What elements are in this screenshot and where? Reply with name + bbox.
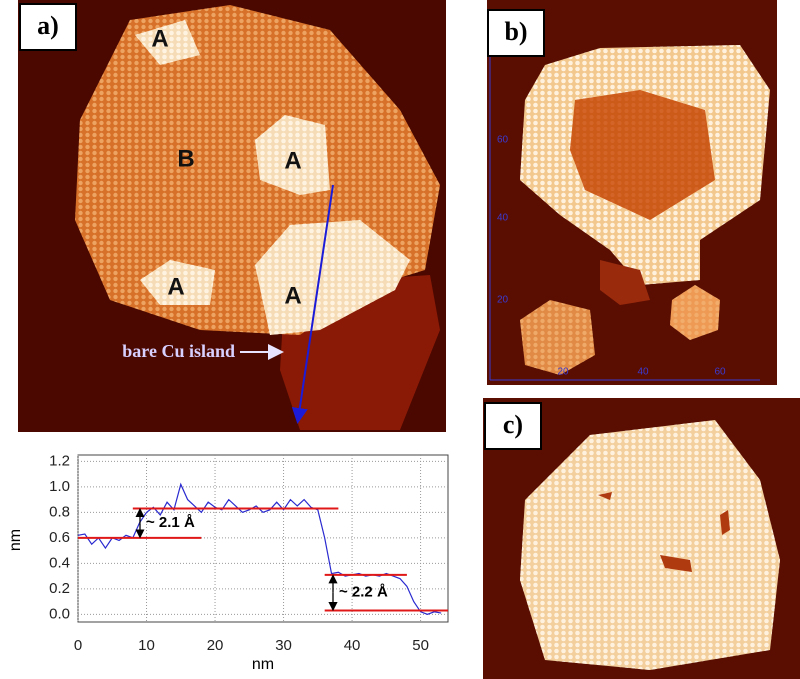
b-x-tick: 20 bbox=[557, 367, 569, 378]
x-tick-label: 40 bbox=[344, 637, 361, 654]
b-x-tick: 40 bbox=[637, 367, 649, 378]
annotation: bare Cu island bbox=[122, 341, 235, 361]
b-y-tick: 40 bbox=[497, 213, 509, 224]
region-label: A bbox=[151, 25, 168, 52]
y-tick-label: 1.2 bbox=[49, 452, 70, 469]
y-tick-label: 0.0 bbox=[49, 605, 70, 622]
figure: A B A A A bare Cu island a) 60 40 20 20 … bbox=[0, 0, 800, 679]
region-label: A bbox=[167, 273, 184, 300]
panel-a-image bbox=[18, 0, 446, 432]
region-label: A bbox=[284, 147, 301, 174]
y-tick-label: 0.4 bbox=[49, 554, 70, 571]
x-tick-label: 0 bbox=[74, 637, 82, 654]
b-y-tick: 20 bbox=[497, 295, 509, 306]
y-tick-label: 0.6 bbox=[49, 529, 70, 546]
y-tick-label: 1.0 bbox=[49, 478, 70, 495]
region-label: B bbox=[177, 145, 194, 172]
panel-label: c) bbox=[503, 410, 523, 439]
x-tick-label: 20 bbox=[207, 637, 224, 654]
panel-label: a) bbox=[37, 11, 59, 40]
b-y-tick: 60 bbox=[497, 135, 509, 146]
x-tick-label: 30 bbox=[275, 637, 292, 654]
x-tick-label: 10 bbox=[138, 637, 155, 654]
y-tick-label: 0.2 bbox=[49, 580, 70, 597]
b-x-tick: 60 bbox=[714, 367, 726, 378]
panel-label: b) bbox=[504, 17, 527, 46]
y-tick-label: 0.8 bbox=[49, 503, 70, 520]
panel-b-image bbox=[487, 0, 777, 385]
region-label: A bbox=[284, 282, 301, 309]
step-annotation: ~ 2.2 Å bbox=[339, 584, 388, 601]
x-axis-label: nm bbox=[252, 656, 274, 673]
x-tick-label: 50 bbox=[412, 637, 429, 654]
step-annotation: ~ 2.1 Å bbox=[146, 514, 195, 531]
y-axis-label: nm bbox=[7, 529, 24, 551]
